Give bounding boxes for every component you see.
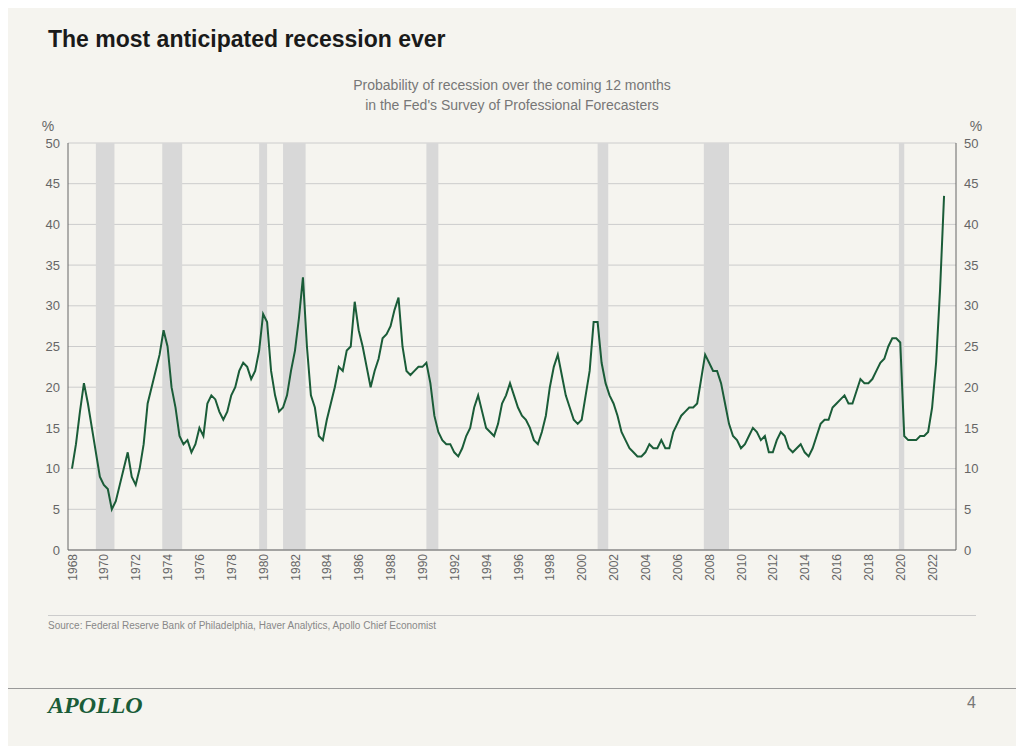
svg-text:1998: 1998 <box>543 554 557 581</box>
svg-text:2002: 2002 <box>607 554 621 581</box>
svg-text:2014: 2014 <box>798 554 812 581</box>
svg-text:1992: 1992 <box>448 554 462 581</box>
svg-text:45: 45 <box>964 176 978 191</box>
svg-text:1972: 1972 <box>129 554 143 581</box>
svg-text:%: % <box>42 118 54 134</box>
svg-text:15: 15 <box>964 421 978 436</box>
svg-text:30: 30 <box>46 298 60 313</box>
html-text:APOLLO: APOLLO <box>48 692 143 718</box>
svg-text:15: 15 <box>46 421 60 436</box>
html-text:Probability of recession over: Probability of recession over the coming… <box>353 77 671 93</box>
svg-text:2008: 2008 <box>703 554 717 581</box>
svg-text:1974: 1974 <box>161 554 175 581</box>
svg-text:1982: 1982 <box>289 554 303 581</box>
svg-text:5: 5 <box>964 502 971 517</box>
svg-text:1986: 1986 <box>352 554 366 581</box>
svg-text:2000: 2000 <box>575 554 589 581</box>
svg-text:40: 40 <box>964 217 978 232</box>
html-text:Source: Federal Reserve Bank o: Source: Federal Reserve Bank of Philadel… <box>48 620 436 631</box>
svg-text:2016: 2016 <box>830 554 844 581</box>
svg-text:1970: 1970 <box>97 554 111 581</box>
html-text:The most anticipated recession: The most anticipated recession ever <box>48 26 446 52</box>
svg-text:1976: 1976 <box>193 554 207 581</box>
svg-text:40: 40 <box>46 217 60 232</box>
svg-text:35: 35 <box>964 258 978 273</box>
svg-text:25: 25 <box>964 339 978 354</box>
svg-text:20: 20 <box>46 380 60 395</box>
svg-text:2004: 2004 <box>639 554 653 581</box>
svg-text:1996: 1996 <box>512 554 526 581</box>
svg-text:0: 0 <box>53 543 60 558</box>
svg-text:1994: 1994 <box>480 554 494 581</box>
svg-text:30: 30 <box>964 298 978 313</box>
svg-text:2018: 2018 <box>862 554 876 581</box>
svg-text:0: 0 <box>964 543 971 558</box>
svg-text:2006: 2006 <box>671 554 685 581</box>
svg-text:1990: 1990 <box>416 554 430 581</box>
svg-text:1968: 1968 <box>66 554 80 581</box>
svg-text:25: 25 <box>46 339 60 354</box>
svg-text:1984: 1984 <box>320 554 334 581</box>
svg-text:20: 20 <box>964 380 978 395</box>
svg-text:10: 10 <box>964 461 978 476</box>
html-text:in the Fed's Survey of Profess: in the Fed's Survey of Professional Fore… <box>365 97 659 113</box>
svg-text:1988: 1988 <box>384 554 398 581</box>
svg-text:2010: 2010 <box>735 554 749 581</box>
svg-text:5: 5 <box>53 502 60 517</box>
svg-text:2020: 2020 <box>894 554 908 581</box>
html-text:4: 4 <box>967 694 976 711</box>
svg-text:2022: 2022 <box>926 554 940 581</box>
svg-text:2012: 2012 <box>766 554 780 581</box>
svg-text:10: 10 <box>46 461 60 476</box>
svg-text:50: 50 <box>46 136 60 151</box>
svg-text:45: 45 <box>46 176 60 191</box>
svg-text:50: 50 <box>964 136 978 151</box>
svg-text:35: 35 <box>46 258 60 273</box>
svg-text:1978: 1978 <box>225 554 239 581</box>
svg-text:%: % <box>970 118 982 134</box>
svg-text:1980: 1980 <box>257 554 271 581</box>
